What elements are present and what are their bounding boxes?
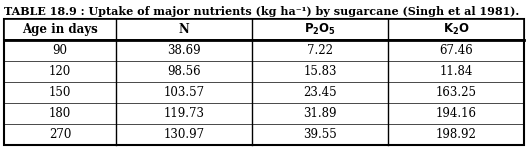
Text: 194.16: 194.16 bbox=[436, 107, 477, 120]
Text: 7.22: 7.22 bbox=[307, 44, 333, 57]
Text: 119.73: 119.73 bbox=[164, 107, 204, 120]
Text: Age in days: Age in days bbox=[22, 23, 98, 36]
Text: 38.69: 38.69 bbox=[167, 44, 201, 57]
Text: 270: 270 bbox=[49, 128, 71, 141]
Text: 198.92: 198.92 bbox=[436, 128, 477, 141]
Text: 150: 150 bbox=[49, 86, 71, 99]
Bar bbox=[4, 19, 524, 145]
Text: 39.55: 39.55 bbox=[303, 128, 337, 141]
Text: 23.45: 23.45 bbox=[304, 86, 337, 99]
Text: $\mathbf{P_2O_5}$: $\mathbf{P_2O_5}$ bbox=[304, 22, 336, 37]
Text: 130.97: 130.97 bbox=[163, 128, 204, 141]
Text: 15.83: 15.83 bbox=[304, 65, 337, 78]
Text: N: N bbox=[178, 23, 190, 36]
Text: 98.56: 98.56 bbox=[167, 65, 201, 78]
Text: 120: 120 bbox=[49, 65, 71, 78]
Bar bbox=[4, 19, 524, 40]
Text: 31.89: 31.89 bbox=[304, 107, 337, 120]
Text: 163.25: 163.25 bbox=[436, 86, 477, 99]
Text: 11.84: 11.84 bbox=[439, 65, 473, 78]
Text: $\mathbf{K_2O}$: $\mathbf{K_2O}$ bbox=[443, 22, 469, 37]
Text: 180: 180 bbox=[49, 107, 71, 120]
Text: 67.46: 67.46 bbox=[439, 44, 473, 57]
Text: 103.57: 103.57 bbox=[163, 86, 204, 99]
Text: TABLE 18.9 : Uptake of major nutrients (kg ha⁻¹) by sugarcane (Singh et al 1981): TABLE 18.9 : Uptake of major nutrients (… bbox=[4, 6, 519, 17]
Text: 90: 90 bbox=[52, 44, 68, 57]
